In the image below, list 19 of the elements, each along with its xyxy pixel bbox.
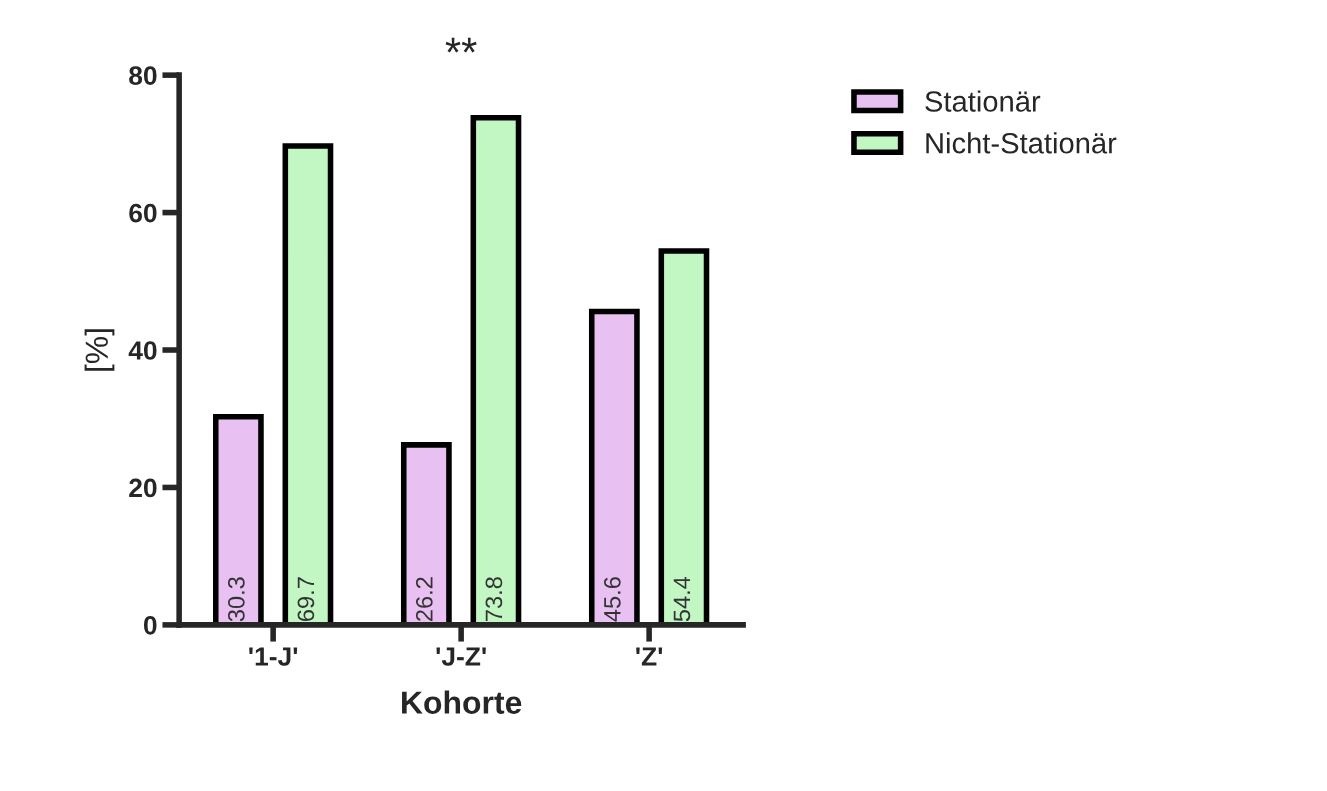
- y-tick-label: 0: [143, 616, 157, 635]
- legend-label: Stationär: [925, 90, 1041, 112]
- x-axis-title: Kohorte: [402, 690, 522, 714]
- data-label: 69.7: [297, 577, 315, 621]
- x-tick-label: 'J-Z': [436, 647, 486, 666]
- x-tick-label: '1-J': [249, 647, 298, 666]
- y-axis-title: [%]: [84, 329, 115, 371]
- y-tick-label: 80: [129, 66, 157, 85]
- data-label: 54.4: [673, 576, 691, 622]
- data-label: 45.6: [603, 577, 621, 622]
- y-tick-label: 60: [129, 203, 157, 223]
- text: **: [445, 37, 477, 53]
- x-tick-label: 'Z': [636, 647, 663, 666]
- data-label: 26.2: [415, 577, 433, 621]
- data-label: 73.8: [485, 577, 503, 621]
- data-label: 30.3: [227, 577, 245, 622]
- y-tick-label: 40: [128, 341, 157, 360]
- y-tick-label: 20: [129, 478, 157, 498]
- legend-label: Nicht-Stationär: [926, 132, 1117, 154]
